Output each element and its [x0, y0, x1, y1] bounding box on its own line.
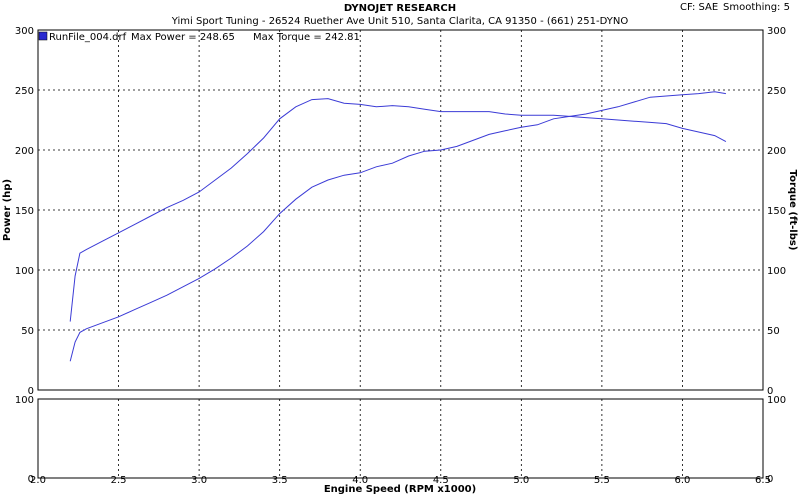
x-tick-label: 2.0: [30, 475, 46, 486]
x-tick-label: 3.5: [272, 475, 288, 486]
y2-tick-label: 300: [767, 26, 786, 37]
x-tick-label: 4.5: [433, 475, 449, 486]
y2-tick-label: 250: [767, 86, 786, 97]
series-line-power: [69, 91, 726, 362]
y-tick-label: 300: [15, 26, 34, 37]
series-line-torque: [69, 98, 727, 322]
smoothing-label: Smoothing: 5: [723, 2, 790, 13]
y-tick-label: 150: [15, 206, 34, 217]
lower-y-tick-label: 0: [28, 474, 34, 485]
y-tick-label: 0: [28, 386, 34, 397]
x-tick-label: 4.0: [352, 475, 368, 486]
chart-title: DYNOJET RESEARCH: [344, 3, 456, 14]
x-axis-label: Engine Speed (RPM x1000): [324, 484, 476, 494]
chart-subtitle: Yimi Sport Tuning - 26524 Ruether Ave Un…: [171, 16, 629, 27]
y-tick-label: 100: [15, 266, 34, 277]
lower-y-tick-label: 100: [15, 395, 34, 406]
y-tick-label: 250: [15, 86, 34, 97]
main-plot-frame: [37, 29, 764, 391]
x-tick-label: 2.5: [111, 475, 127, 486]
x-tick-label: 6.5: [755, 475, 771, 486]
y-tick-label: 200: [15, 146, 34, 157]
legend-file: RunFile_004.drf: [49, 32, 127, 43]
y2-axis-label: Torque (ft-lbs): [787, 170, 798, 251]
x-tick-label: 5.5: [594, 475, 610, 486]
y2-tick-label: 200: [767, 146, 786, 157]
x-tick-label: 3.0: [191, 475, 207, 486]
x-tick-label: 6.0: [674, 475, 690, 486]
main-plot-grid: [38, 30, 763, 390]
y-axis-label: Power (hp): [2, 179, 13, 241]
tick-labels: 2.0 2.5 3.0 3.5 4.0 4.5 5.0 5.5 6.0 6.50501001502…: [15, 26, 786, 486]
lower-plot-grid: [118, 399, 683, 478]
curves: [69, 91, 727, 362]
lower-y2-tick-label: 100: [767, 395, 786, 406]
y2-tick-label: 150: [767, 206, 786, 217]
y2-tick-label: 50: [767, 326, 780, 337]
x-tick-label: 5.0: [513, 475, 529, 486]
y2-tick-label: 100: [767, 266, 786, 277]
legend-max-power: Max Power = 248.65: [131, 32, 235, 43]
lower-y2-tick-label: 0: [767, 474, 773, 485]
legend-max-torque: Max Torque = 242.81: [253, 32, 360, 43]
y2-tick-label: 0: [767, 386, 773, 397]
y-tick-label: 50: [21, 326, 34, 337]
legend-swatch: [38, 31, 48, 41]
cf-label: CF: SAE: [680, 2, 718, 13]
lower-plot-frame: [37, 398, 764, 479]
